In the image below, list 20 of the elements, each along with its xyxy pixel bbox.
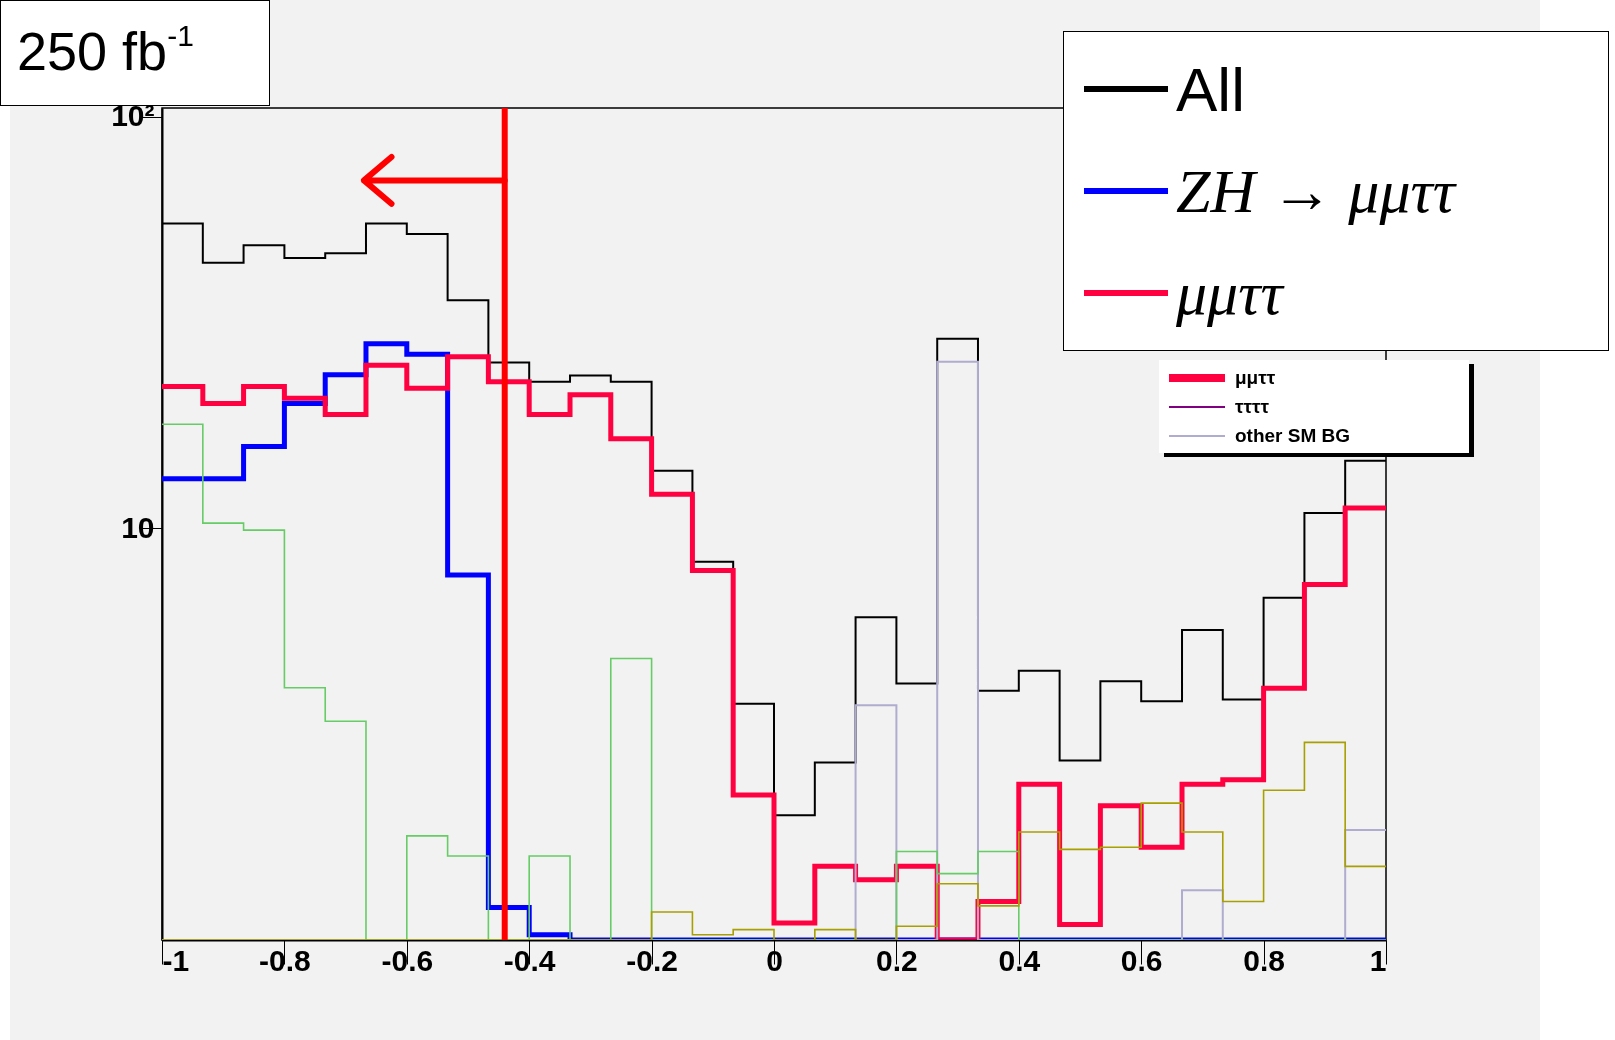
y-tick-label: 10² [111, 99, 155, 133]
x-tick-label: 0.4 [998, 943, 1041, 977]
legend-label: other SM BG [1235, 424, 1351, 447]
x-tick-label: -1 [162, 943, 190, 977]
x-tick-label: 0.2 [876, 943, 918, 977]
x-tick-label: 0.8 [1243, 943, 1285, 977]
y-tick-label: 10 [121, 510, 155, 544]
x-tick-label: 0 [766, 943, 783, 977]
legend-label: ττττ [1235, 395, 1269, 418]
x-tick-label: 0.6 [1120, 943, 1163, 977]
x-tick-label: -0.6 [381, 943, 434, 977]
text: μμττ [1176, 258, 1283, 327]
legend-label: ZH → μμττ [1176, 155, 1455, 227]
x-tick-label: 1 [1369, 943, 1387, 977]
x-tick-label: -0.4 [503, 943, 556, 977]
x-tick-label: -0.8 [259, 943, 311, 977]
legend-label: All [1176, 53, 1245, 125]
legend-label: μμττ [1235, 366, 1276, 389]
text: 250 fb$^{-1}$ [17, 19, 194, 81]
x-tick-label: -0.2 [626, 943, 678, 977]
